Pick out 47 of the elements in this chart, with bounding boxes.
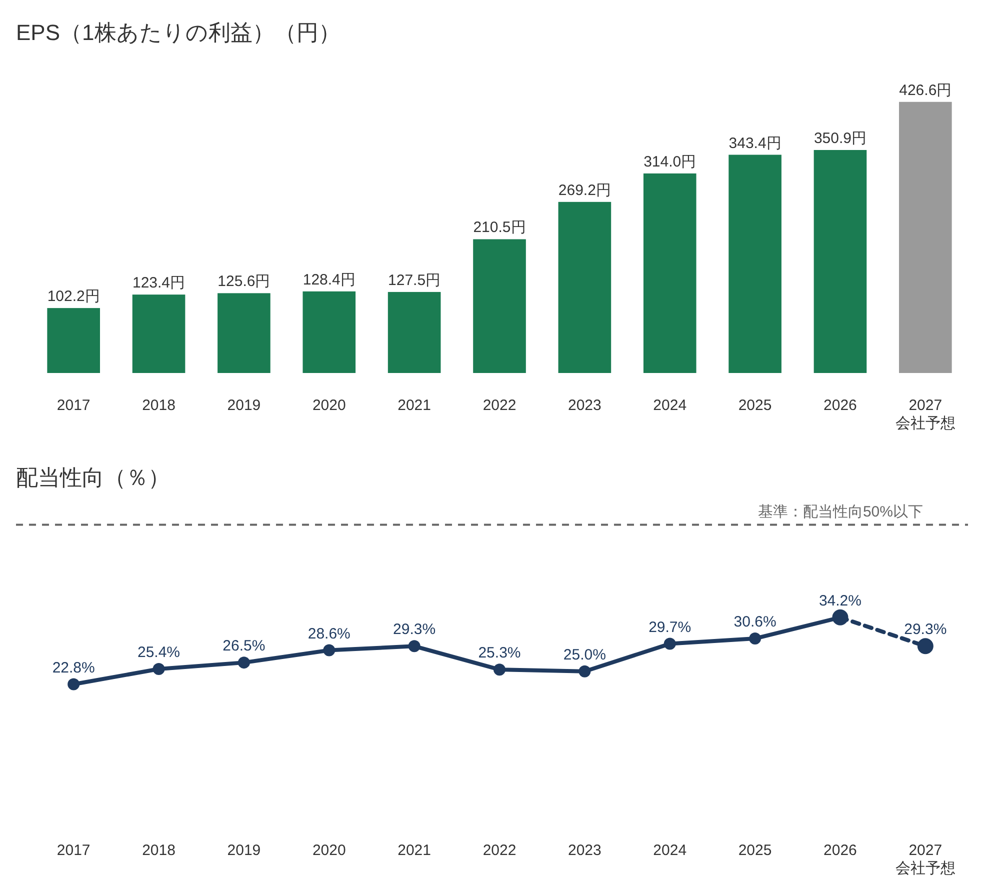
x-tick-label: 2017 xyxy=(56,842,90,859)
data-label: 29.7% xyxy=(648,618,692,636)
x-tick-label: 2025 xyxy=(738,842,772,859)
data-label: 34.2% xyxy=(818,592,862,610)
x-tick-label: 2020 xyxy=(312,397,346,414)
x-tick-label: 2026 xyxy=(824,397,857,414)
ref-line-label: 基準：配当性向50%以下 xyxy=(758,504,923,521)
data-label: 30.6% xyxy=(734,614,776,631)
x-tick-label: 2018 xyxy=(142,842,176,859)
data-label: 25.0% xyxy=(563,646,606,664)
x-tick-label: 2024 xyxy=(653,842,687,859)
data-label: 343.4円 xyxy=(728,134,782,152)
data-label: 426.6円 xyxy=(899,82,952,99)
x-tick-label: 2018 xyxy=(142,397,176,414)
x-tick-label: 2027 会社予想 xyxy=(895,397,956,432)
x-tick-label: 2021 xyxy=(398,397,432,414)
chart-title: EPS（1株あたりの利益）（円） xyxy=(16,20,340,45)
data-label: 210.5円 xyxy=(473,219,526,236)
data-label: 128.4円 xyxy=(302,271,356,288)
data-label: 29.3% xyxy=(904,621,947,638)
data-label: 269.2円 xyxy=(558,182,611,199)
data-label: 22.8% xyxy=(52,659,95,676)
data-label: 350.9円 xyxy=(814,130,866,147)
x-tick-label: 2022 xyxy=(482,397,516,414)
data-label: 25.3% xyxy=(478,644,521,662)
x-tick-label: 2022 xyxy=(482,842,516,859)
data-label: 102.2円 xyxy=(47,288,100,306)
x-tick-label: 2025 xyxy=(738,397,772,414)
x-tick-label: 2027 会社予想 xyxy=(895,842,956,877)
chart-title: 配当性向（％） xyxy=(16,465,170,490)
data-label: 125.6円 xyxy=(218,273,270,290)
x-tick-label: 2021 xyxy=(398,842,432,859)
x-tick-label: 2023 xyxy=(568,842,602,859)
x-tick-label: 2026 xyxy=(824,842,857,859)
x-tick-label: 2020 xyxy=(312,842,346,859)
x-tick-label: 2017 xyxy=(56,397,90,414)
data-label: 25.4% xyxy=(138,644,180,662)
data-label: 26.5% xyxy=(222,638,266,655)
x-tick-label: 2019 xyxy=(227,397,261,414)
data-label: 314.0円 xyxy=(644,153,696,170)
data-label: 123.4円 xyxy=(132,274,186,292)
data-label: 28.6% xyxy=(308,625,350,642)
x-tick-label: 2024 xyxy=(653,397,687,414)
data-label: 29.3% xyxy=(393,621,436,638)
data-label: 127.5円 xyxy=(388,272,441,289)
x-tick-label: 2019 xyxy=(227,842,261,859)
x-tick-label: 2023 xyxy=(568,397,602,414)
